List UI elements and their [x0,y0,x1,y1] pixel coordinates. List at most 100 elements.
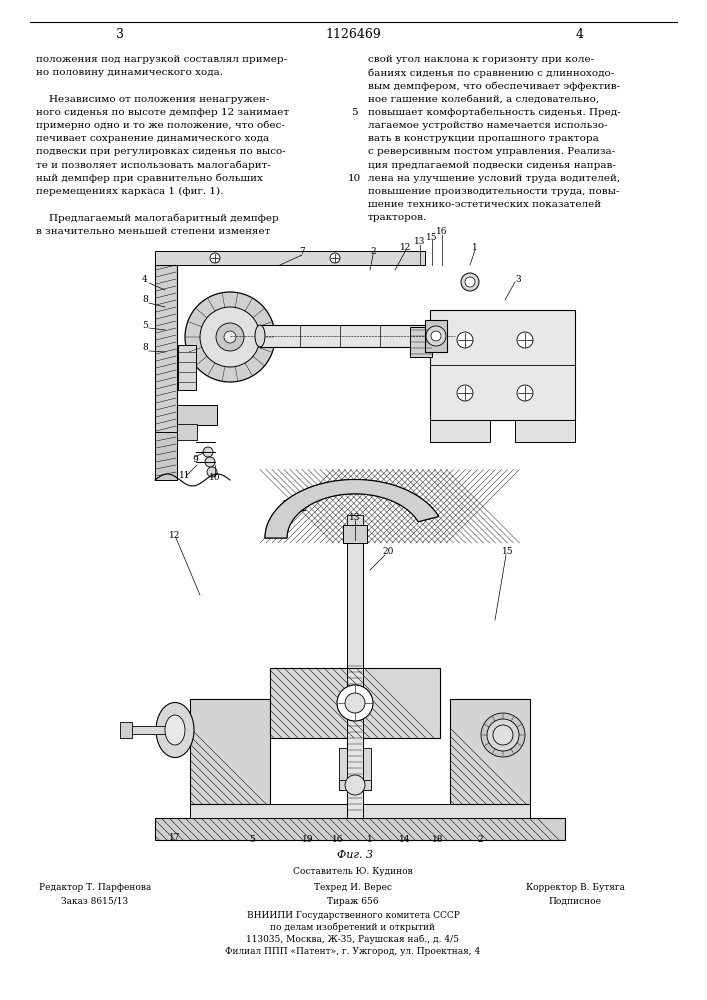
Bar [120,722,132,738]
Circle shape [431,331,441,341]
Polygon shape [265,480,438,538]
Bar [190,804,530,818]
Text: 4: 4 [576,28,584,41]
Text: 2: 2 [370,247,376,256]
Text: 19: 19 [303,836,314,844]
Text: Филиал ППП «Патент», г. Ужгород, ул. Проектная, 4: Филиал ППП «Патент», г. Ужгород, ул. Про… [226,946,481,956]
Bar [430,310,575,420]
Text: 13: 13 [349,512,361,522]
Text: 5: 5 [351,108,357,117]
Text: вым демпфером, что обеспечивает эффектив-: вым демпфером, что обеспечивает эффектив… [368,81,620,91]
Circle shape [337,685,373,721]
Text: примерно одно и то же положение, что обес-: примерно одно и то же положение, что обе… [36,121,285,130]
Text: свой угол наклона к горизонту при коле-: свой угол наклона к горизонту при коле- [368,55,594,64]
Bar [347,663,363,818]
Circle shape [345,775,365,795]
Text: перемещениях каркаса 1 (фиг. 1).: перемещениях каркаса 1 (фиг. 1). [36,187,223,196]
Text: Заказ 8615/13: Заказ 8615/13 [62,896,129,906]
Bar [425,320,447,352]
Text: но половину динамического хода.: но половину динамического хода. [36,68,223,77]
Text: 13: 13 [414,237,426,246]
Text: 5: 5 [249,836,255,844]
Text: 2: 2 [477,836,483,844]
Text: вать в конструкции пропашного трактора: вать в конструкции пропашного трактора [368,134,599,143]
Bar [155,818,565,840]
Text: баниях сиденья по сравнению с длинноходо-: баниях сиденья по сравнению с длинноходо… [368,68,614,78]
Circle shape [517,385,533,401]
Circle shape [345,693,365,713]
Text: печивает сохранение динамического хода: печивает сохранение динамического хода [36,134,269,143]
Text: положения под нагрузкой составлял пример-: положения под нагрузкой составлял пример… [36,55,287,64]
Bar [430,420,490,442]
Circle shape [205,457,215,467]
Bar [339,780,371,790]
Bar [515,420,575,442]
Bar [347,543,363,668]
Circle shape [517,332,533,348]
Text: 15: 15 [502,548,514,556]
Circle shape [481,713,525,757]
Text: Фиг. 2: Фиг. 2 [337,483,373,493]
Text: лагаемое устройство намечается использо-: лагаемое устройство намечается использо- [368,121,607,130]
Ellipse shape [165,715,185,745]
Ellipse shape [156,702,194,758]
Text: 4: 4 [142,275,148,284]
Text: повышение производительности труда, повы-: повышение производительности труда, повы… [368,187,619,196]
Text: 1: 1 [472,242,478,251]
Text: 7: 7 [299,247,305,256]
Text: 12: 12 [400,242,411,251]
Text: Подписное: Подписное [549,896,602,906]
Circle shape [457,332,473,348]
Text: 11: 11 [180,472,191,481]
Text: Фиг. 3: Фиг. 3 [337,850,373,860]
Text: 3: 3 [515,275,521,284]
Text: 15: 15 [426,232,438,241]
Text: 8: 8 [142,296,148,304]
Text: Предлагаемый малогабаритный демпфер: Предлагаемый малогабаритный демпфер [36,213,279,223]
Text: с реверсивным постом управления. Реализа-: с реверсивным постом управления. Реализа… [368,147,615,156]
Text: подвески при регулировках сиденья по высо-: подвески при регулировках сиденья по выс… [36,147,286,156]
Text: 20: 20 [382,548,394,556]
Text: 1: 1 [367,836,373,844]
Bar [130,726,175,734]
Circle shape [461,273,479,291]
Bar [363,748,371,790]
Text: ного сиденья по высоте демпфер 12 занимает: ного сиденья по высоте демпфер 12 занима… [36,108,289,117]
Bar [155,265,177,435]
Circle shape [210,253,220,263]
Circle shape [493,725,513,745]
Bar [410,327,432,357]
Text: 3: 3 [116,28,124,41]
Text: А-А: А-А [280,500,300,510]
Text: тракторов.: тракторов. [368,213,427,222]
Text: 16: 16 [436,228,448,236]
Text: 8: 8 [142,344,148,353]
Text: 17: 17 [169,834,181,842]
Circle shape [487,719,519,751]
Text: 12: 12 [169,530,181,540]
Circle shape [203,447,213,457]
Bar [339,748,347,790]
Circle shape [457,385,473,401]
Circle shape [465,277,475,287]
Text: по делам изобретений и открытий: по делам изобретений и открытий [271,922,436,932]
Text: Корректор В. Бутяга: Корректор В. Бутяга [525,882,624,892]
Bar [343,525,367,543]
Text: 113035, Москва, Ж-35, Раушская наб., д. 4/5: 113035, Москва, Ж-35, Раушская наб., д. … [247,934,460,944]
Text: те и позволяет использовать малогабарит-: те и позволяет использовать малогабарит- [36,161,271,170]
Text: 5: 5 [142,320,148,330]
Bar [260,325,425,347]
Text: Независимо от положения ненагружен-: Независимо от положения ненагружен- [36,95,269,104]
Bar [347,515,363,525]
Circle shape [330,253,340,263]
Text: Тираж 656: Тираж 656 [327,896,379,906]
Text: в значительно меньшей степени изменяет: в значительно меньшей степени изменяет [36,227,270,236]
Bar [270,668,440,738]
Text: ВНИИПИ Государственного комитета СССР: ВНИИПИ Государственного комитета СССР [247,910,460,920]
Text: Редактор Т. Парфенова: Редактор Т. Парфенова [39,882,151,892]
Text: 10: 10 [209,474,221,483]
Circle shape [200,307,260,367]
Ellipse shape [255,325,265,347]
Bar [155,251,425,265]
Text: шение технико-эстетических показателей: шение технико-эстетических показателей [368,200,601,209]
